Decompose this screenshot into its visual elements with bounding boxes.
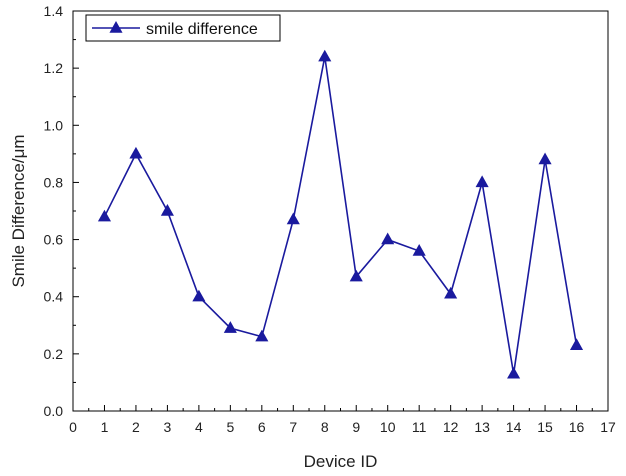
data-point-marker bbox=[444, 286, 458, 299]
x-tick-label: 7 bbox=[289, 419, 297, 435]
data-points bbox=[97, 49, 584, 379]
x-tick-label: 15 bbox=[537, 419, 553, 435]
x-tick-label: 14 bbox=[506, 419, 522, 435]
data-point-marker bbox=[129, 146, 143, 159]
y-tick-label: 0.2 bbox=[44, 346, 64, 362]
data-point-marker bbox=[538, 152, 552, 165]
data-point-marker bbox=[349, 269, 363, 282]
x-tick-label: 0 bbox=[69, 419, 77, 435]
x-tick-label: 13 bbox=[474, 419, 490, 435]
plot-area-frame bbox=[72, 10, 609, 412]
data-point-marker bbox=[381, 232, 395, 245]
data-point-marker bbox=[318, 49, 332, 62]
x-tick-label: 4 bbox=[195, 419, 203, 435]
data-point-marker bbox=[507, 366, 521, 379]
x-tick-label: 11 bbox=[412, 419, 427, 435]
y-tick-label: 1.4 bbox=[44, 3, 64, 19]
y-tick-label: 1.2 bbox=[44, 60, 64, 76]
y-tick-label: 0.4 bbox=[44, 289, 64, 305]
data-point-marker bbox=[475, 175, 489, 188]
x-tick-label: 10 bbox=[380, 419, 396, 435]
x-tick-label: 9 bbox=[352, 419, 360, 435]
y-tick-label: 0.8 bbox=[44, 174, 64, 190]
y-tick-label: 0.0 bbox=[44, 403, 64, 419]
x-tick-label: 17 bbox=[600, 419, 616, 435]
data-point-marker bbox=[223, 321, 237, 333]
x-tick-label: 6 bbox=[258, 419, 266, 435]
data-point-marker bbox=[255, 329, 269, 342]
x-tick-label: 8 bbox=[321, 419, 329, 435]
legend-label: smile difference bbox=[146, 21, 258, 38]
tick-labels: 0 1 2 3 4 5 6 7 8 9 10 11 12 13 14 15 16 170.00.20.40.60.… bbox=[44, 3, 616, 435]
data-point-marker bbox=[569, 338, 584, 350]
x-tick-label: 5 bbox=[226, 419, 234, 435]
data-point-marker bbox=[97, 209, 112, 222]
y-tick-label: 1.0 bbox=[44, 117, 64, 133]
legend: smile difference bbox=[85, 14, 281, 42]
data-point-marker bbox=[160, 203, 174, 216]
x-tick-label: 1 bbox=[101, 419, 109, 435]
legend-marker-triangle bbox=[109, 20, 123, 33]
x-axis-title: Device ID bbox=[304, 452, 378, 471]
data-point-marker bbox=[192, 289, 206, 302]
data-point-marker bbox=[412, 243, 426, 256]
series-line-smile-difference bbox=[103, 56, 578, 375]
x-tick-label: 12 bbox=[443, 419, 459, 435]
y-tick-label: 0.6 bbox=[44, 232, 64, 248]
x-tick-label: 2 bbox=[132, 419, 140, 435]
axis-ticks bbox=[72, 10, 609, 412]
y-axis-title: Smile Difference/μm bbox=[9, 134, 28, 287]
x-tick-label: 16 bbox=[569, 419, 585, 435]
data-point-marker bbox=[286, 212, 300, 225]
x-tick-label: 3 bbox=[164, 419, 172, 435]
